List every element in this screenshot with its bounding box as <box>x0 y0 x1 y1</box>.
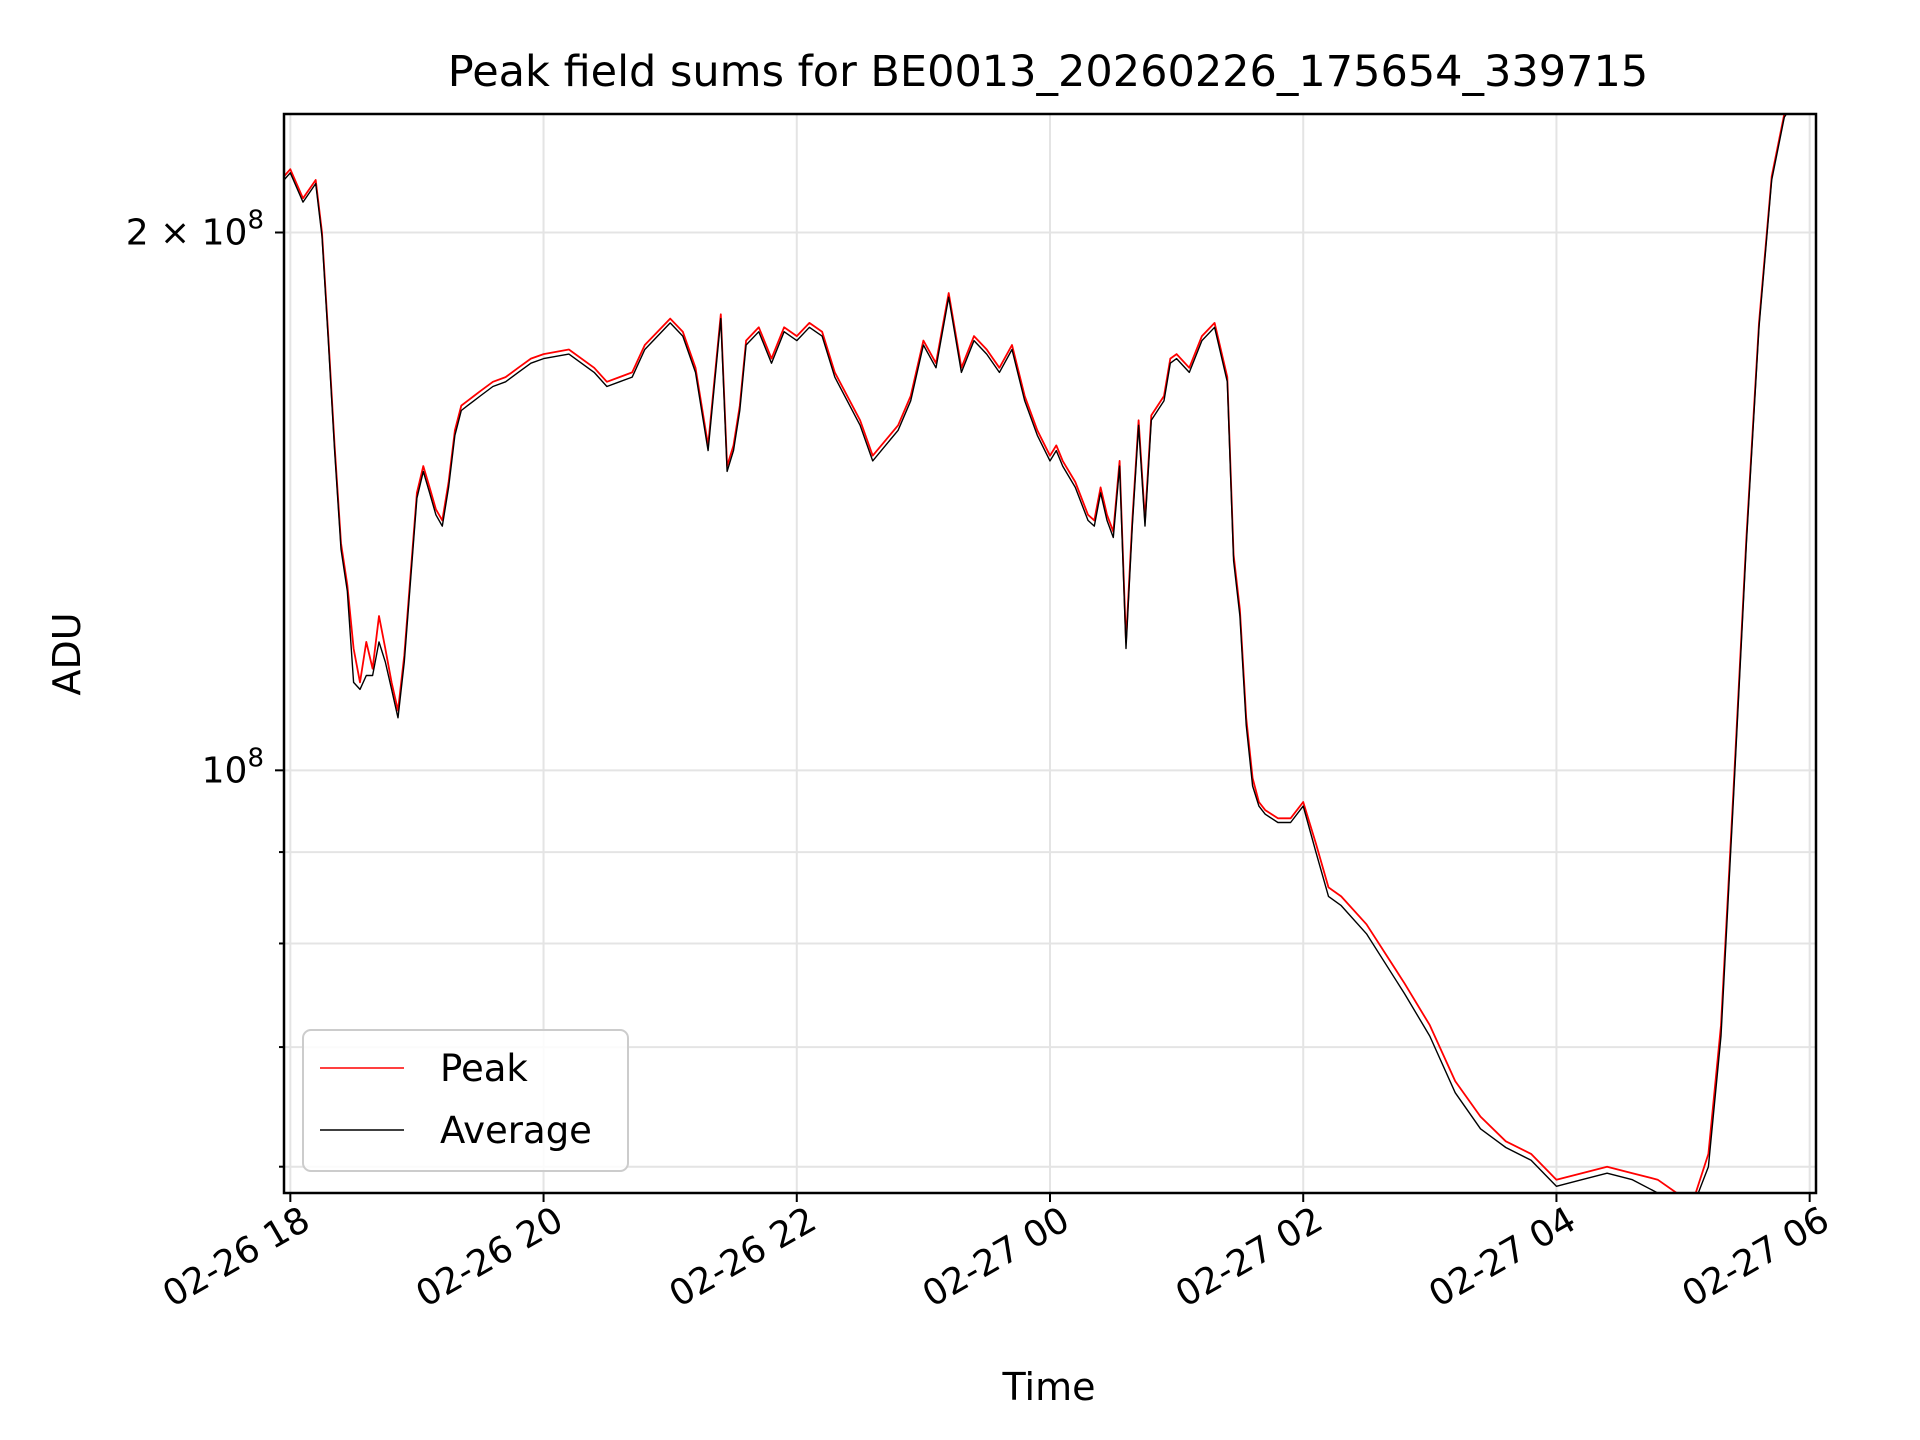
grid <box>284 114 1816 1193</box>
x-tick-label: 02-27 06 <box>1675 1199 1836 1315</box>
x-axis-label: Time <box>1002 1365 1096 1409</box>
x-tick-label: 02-26 20 <box>409 1199 570 1315</box>
series-line-average <box>284 114 1788 1193</box>
x-tick-label: 02-27 04 <box>1422 1199 1583 1315</box>
series-line-peak <box>284 114 1786 1193</box>
chart-title: Peak field sums for BE0013_20260226_1756… <box>448 47 1648 97</box>
x-tick-label: 02-27 00 <box>916 1199 1077 1315</box>
legend-box <box>302 1029 629 1172</box>
y-tick-label: 2 × 108 <box>126 206 264 254</box>
legend-peak-label: Peak <box>440 1047 528 1090</box>
series-layer <box>284 114 1788 1193</box>
x-tick-label: 02-26 18 <box>156 1199 317 1315</box>
legend-average-label: Average <box>440 1109 592 1152</box>
x-tick-label: 02-27 02 <box>1169 1199 1330 1315</box>
x-tick-label: 02-26 22 <box>663 1199 824 1315</box>
x-axis: 02-26 18 02-26 20 02-26 22 02-27 00 02-27 02… <box>156 1193 1836 1316</box>
legend: Peak Average <box>302 1029 629 1172</box>
y-tick-label: 108 <box>202 743 264 791</box>
y-axis-label: ADU <box>45 612 89 695</box>
y-axis: 108 2 × 108 <box>126 206 284 1168</box>
